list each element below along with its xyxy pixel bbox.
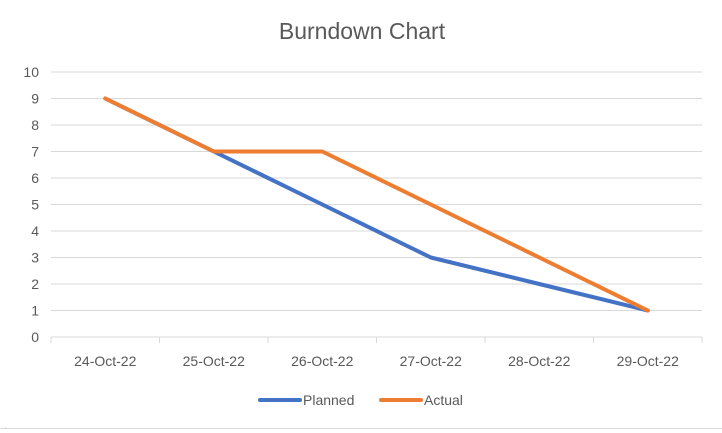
y-tick-label: 2 [31,276,39,292]
sheet-edge-bottom [0,428,722,433]
y-tick-label: 5 [31,197,39,213]
chart-title: Burndown Chart [279,18,446,44]
x-axis-ticks: 24-Oct-22 25-Oct-22 26-Oct-22 27-Oct-22 28-O… [74,353,679,369]
x-tick-label: 29-Oct-22 [617,353,679,369]
chart-area[interactable]: Burndown Chart 0 1 2 3 4 5 6 7 8 9 10 24-Oct-22 25-… [5,0,721,427]
x-tick-label: 24-Oct-22 [74,353,136,369]
legend: Planned Actual [260,392,463,408]
x-tick-label: 27-Oct-22 [400,353,462,369]
y-tick-label: 9 [31,91,39,107]
x-tick-label: 25-Oct-22 [183,353,245,369]
y-tick-label: 8 [31,117,39,133]
y-tick-label: 1 [31,303,39,319]
legend-label: Planned [303,392,354,408]
gridlines [51,72,702,343]
burndown-chart: Burndown Chart 0 1 2 3 4 5 6 7 8 9 10 24-Oct-22 25-… [5,0,721,427]
y-tick-label: 6 [31,170,39,186]
y-tick-label: 3 [31,250,39,266]
x-tick-label: 26-Oct-22 [291,353,353,369]
y-tick-label: 0 [31,329,39,345]
y-axis-ticks: 0 1 2 3 4 5 6 7 8 9 10 [23,64,39,345]
x-tick-label: 28-Oct-22 [508,353,570,369]
y-tick-label: 10 [23,64,39,80]
y-tick-label: 7 [31,144,39,160]
y-tick-label: 4 [31,223,39,239]
legend-label: Actual [424,392,463,408]
